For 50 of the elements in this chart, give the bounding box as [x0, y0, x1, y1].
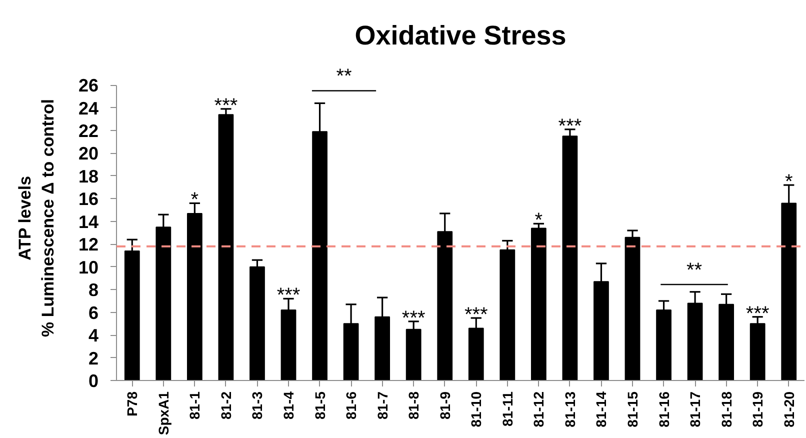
annotation: *** [746, 302, 770, 325]
y-tick-label: 8 [88, 280, 99, 300]
y-tick-label: 22 [78, 121, 99, 141]
y-tick-label: 26 [78, 76, 99, 96]
annotation: * [784, 171, 793, 194]
y-tick-label: 2 [88, 348, 99, 368]
x-tick-label: 81-17 [687, 391, 704, 428]
x-tick-label: 81-2 [218, 391, 234, 420]
x-tick-label: 81-8 [406, 391, 422, 420]
x-tick-label: 81-5 [312, 391, 328, 420]
annotation: *** [276, 284, 300, 307]
annotation: ** [686, 259, 702, 282]
x-tick-label: 81-6 [343, 391, 360, 420]
x-tick-label: 81-10 [468, 391, 484, 428]
annotation: * [534, 210, 543, 232]
x-tick-label: 81-1 [186, 391, 203, 420]
y-tick-label: 16 [78, 189, 99, 210]
y-tick-label: 12 [78, 234, 99, 255]
y-tick-label: 18 [78, 166, 99, 186]
y-tick-label: 24 [78, 98, 99, 118]
x-tick-label: 81-16 [656, 391, 672, 428]
annotation: *** [402, 307, 426, 330]
x-tick-label: 81-11 [499, 391, 516, 427]
x-tick-label: 81-19 [750, 391, 766, 428]
x-tick-label: 81-9 [436, 391, 453, 420]
y-tick-label: 0 [88, 371, 99, 391]
annotation: *** [464, 304, 488, 326]
y-tick-label: 20 [78, 144, 99, 164]
annotation: * [190, 189, 199, 212]
bar [530, 228, 546, 380]
y-tick-label: 14 [78, 212, 99, 232]
x-tick-label: 81-3 [249, 391, 266, 420]
x-tick-label: 81-13 [562, 391, 578, 428]
y-tick-label: 6 [88, 302, 99, 323]
annotation: ** [336, 66, 352, 88]
x-tick-label: 81-18 [718, 391, 734, 428]
annotation: *** [214, 94, 238, 117]
x-tick-label: 81-12 [530, 391, 547, 428]
x-tick-label: 81-4 [280, 391, 296, 420]
y-tick-label: 4 [88, 326, 99, 346]
x-tick-label: 81-15 [624, 391, 640, 428]
chart-title: Oxidative Stress [354, 20, 566, 50]
annotation: *** [558, 115, 582, 138]
x-tick-label: P78 [124, 391, 140, 416]
y-tick-label: 10 [78, 257, 99, 278]
x-tick-label: 81-7 [374, 391, 390, 420]
x-tick-label: SpxA1 [155, 391, 172, 436]
x-tick-label: 81-20 [780, 391, 797, 428]
y-axis-title: ATP levels % Luminescence Δ to control [16, 99, 58, 337]
x-tick-label: 81-14 [593, 391, 610, 428]
